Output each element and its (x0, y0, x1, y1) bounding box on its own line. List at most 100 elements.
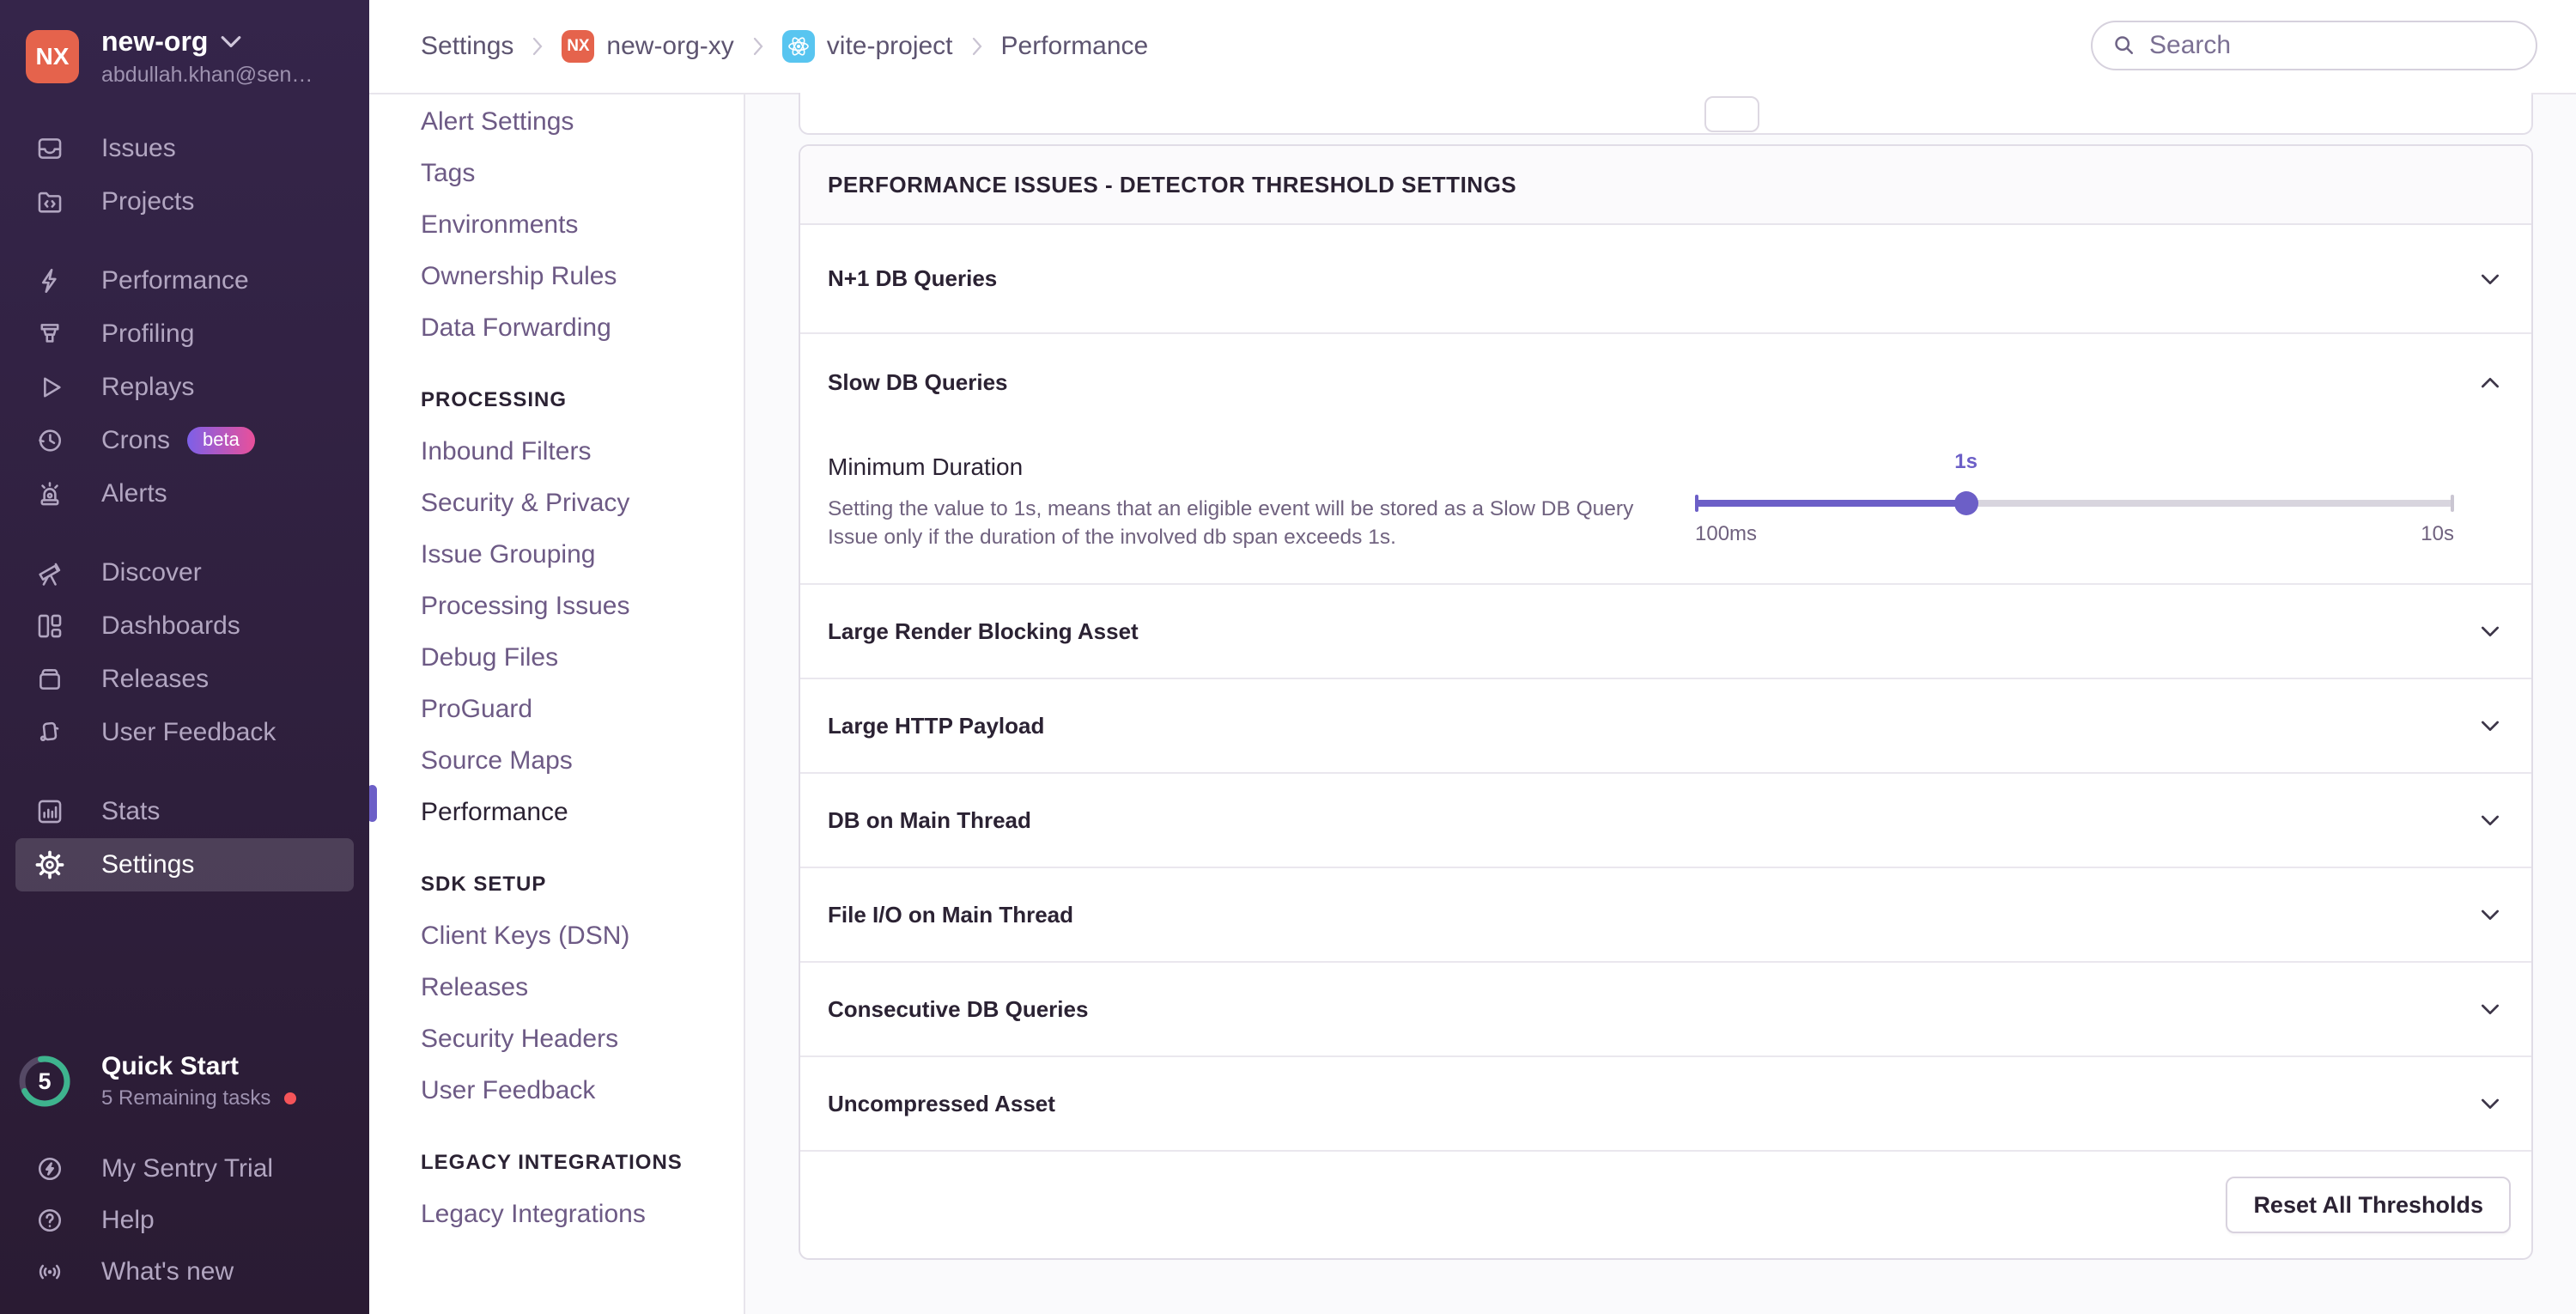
accordion-row-consecutive-db-queries[interactable]: Consecutive DB Queries (800, 961, 2531, 1055)
chevron-down-icon[interactable] (2476, 901, 2504, 928)
accordion-row-large-http-payload[interactable]: Large HTTP Payload (800, 678, 2531, 772)
sidebar-item-performance[interactable]: Performance (0, 254, 369, 307)
panel-title: PERFORMANCE ISSUES - DETECTOR THRESHOLD … (800, 146, 2531, 225)
sidebar-item-settings[interactable]: Settings (15, 838, 354, 891)
breadcrumb-org[interactable]: NX new-org-xy (562, 30, 734, 63)
slider-handle[interactable] (1953, 491, 1978, 515)
sidebar-item-releases[interactable]: Releases (0, 653, 369, 706)
slider-fill (1695, 500, 1966, 507)
subnav-item-releases[interactable]: Releases (421, 973, 529, 1001)
gear-icon (34, 849, 65, 880)
slider-track[interactable] (1695, 491, 2454, 515)
subnav-item-ownership-rules[interactable]: Ownership Rules (421, 262, 617, 290)
slider-max-label: 10s (2421, 522, 2454, 545)
sidebar-item-help[interactable]: Help (0, 1195, 369, 1246)
profiling-icon (34, 319, 65, 350)
chevron-down-icon[interactable] (2476, 265, 2504, 293)
subnav-item-processing-issues[interactable]: Processing Issues (421, 592, 630, 620)
chevron-down-icon[interactable] (2476, 995, 2504, 1023)
top-bar: Settings NX new-org-xy (369, 0, 2576, 93)
stats-icon (34, 796, 65, 827)
feedback-icon (34, 717, 65, 748)
minimum-duration-description: Setting the value to 1s, means that an e… (828, 497, 1634, 549)
sidebar-item-label: Dashboards (101, 611, 240, 640)
sidebar-item-profiling[interactable]: Profiling (0, 307, 369, 361)
react-logo-icon (781, 30, 815, 63)
search-input[interactable] (2149, 31, 2517, 60)
subnav-item-legacy-integrations[interactable]: Legacy Integrations (421, 1200, 646, 1228)
subnav-item-issue-grouping[interactable]: Issue Grouping (421, 540, 596, 569)
sidebar-item-alerts[interactable]: Alerts (0, 467, 369, 520)
accordion-row-n1-db-queries[interactable]: N+1 DB Queries (800, 225, 2531, 332)
subnav-item-alert-settings[interactable]: Alert Settings (421, 107, 574, 136)
sidebar-item-dashboards[interactable]: Dashboards (0, 599, 369, 653)
primary-sidebar: NX new-org abdullah.khan@sen… Issues (0, 0, 369, 1314)
row-label: DB on Main Thread (828, 806, 1031, 833)
breadcrumb-project[interactable]: vite-project (781, 30, 953, 63)
global-search[interactable] (2091, 21, 2537, 70)
reset-all-thresholds-button[interactable]: Reset All Thresholds (2226, 1177, 2511, 1233)
sidebar-item-label: Issues (101, 134, 176, 162)
trial-bolt-icon (34, 1153, 65, 1184)
slider-min-tick (1695, 495, 1698, 512)
subnav-item-security-privacy[interactable]: Security & Privacy (421, 489, 630, 517)
subnav-item-inbound-filters[interactable]: Inbound Filters (421, 437, 592, 465)
org-badge: NX (562, 30, 595, 63)
row-label: Consecutive DB Queries (828, 995, 1089, 1022)
sidebar-item-user-feedback[interactable]: User Feedback (0, 706, 369, 759)
sidebar-item-projects[interactable]: Projects (0, 175, 369, 228)
chevron-down-icon[interactable] (2476, 712, 2504, 739)
slow-db-queries-header[interactable]: Slow DB Queries (800, 334, 2531, 431)
subnav-item-performance[interactable]: Performance (421, 798, 568, 826)
subnav-header-processing: PROCESSING (421, 388, 568, 411)
beta-badge: beta (187, 427, 255, 454)
subnav-header-sdk-setup: SDK SETUP (421, 873, 547, 896)
partial-control[interactable] (1704, 96, 1759, 132)
active-nav-indicator (368, 785, 377, 822)
row-label: Large HTTP Payload (828, 712, 1045, 739)
sidebar-item-issues[interactable]: Issues (0, 122, 369, 175)
chevron-right-icon (531, 35, 544, 58)
subnav-item-data-forwarding[interactable]: Data Forwarding (421, 313, 611, 342)
sidebar-item-whats-new[interactable]: What's new (0, 1246, 369, 1298)
chevron-down-icon[interactable] (2476, 617, 2504, 645)
accordion-row-file-io-on-main-thread[interactable]: File I/O on Main Thread (800, 867, 2531, 961)
sidebar-item-my-sentry-trial[interactable]: My Sentry Trial (0, 1143, 369, 1195)
sidebar-item-crons[interactable]: Crons beta (0, 414, 369, 467)
minimum-duration-label: Minimum Duration (828, 453, 1024, 480)
breadcrumb-performance[interactable]: Performance (1000, 32, 1149, 60)
telescope-icon (34, 557, 65, 588)
sidebar-item-label: Alerts (101, 479, 167, 508)
subnav-item-security-headers[interactable]: Security Headers (421, 1025, 619, 1053)
projects-icon (34, 186, 65, 217)
chevron-down-icon[interactable] (2476, 1090, 2504, 1117)
chevron-down-icon[interactable] (2476, 806, 2504, 834)
accordion-row-uncompressed-asset[interactable]: Uncompressed Asset (800, 1055, 2531, 1150)
quick-start-widget[interactable]: 5 Quick Start 5 Remaining tasks (0, 1052, 369, 1110)
threshold-settings-panel: PERFORMANCE ISSUES - DETECTOR THRESHOLD … (799, 144, 2533, 1260)
subnav-item-source-maps[interactable]: Source Maps (421, 746, 573, 775)
breadcrumb-project-label: vite-project (826, 32, 953, 60)
breadcrumb-settings[interactable]: Settings (421, 32, 514, 60)
subnav-item-client-keys[interactable]: Client Keys (DSN) (421, 922, 630, 950)
org-switcher[interactable]: NX new-org abdullah.khan@sen… (0, 0, 369, 88)
row-label: Uncompressed Asset (828, 1090, 1055, 1116)
subnav-item-user-feedback[interactable]: User Feedback (421, 1076, 596, 1104)
chevron-up-icon[interactable] (2476, 369, 2504, 397)
accordion-row-large-render-blocking-asset[interactable]: Large Render Blocking Asset (800, 583, 2531, 678)
accordion-row-db-on-main-thread[interactable]: DB on Main Thread (800, 772, 2531, 867)
org-avatar: NX (26, 30, 79, 83)
sidebar-item-discover[interactable]: Discover (0, 546, 369, 599)
sidebar-item-label: What's new (101, 1257, 234, 1286)
sidebar-item-label: Profiling (101, 319, 195, 348)
sidebar-item-replays[interactable]: Replays (0, 361, 369, 414)
subnav-item-tags[interactable]: Tags (421, 159, 476, 187)
sidebar-item-label: Settings (101, 850, 195, 879)
subnav-item-proguard[interactable]: ProGuard (421, 695, 533, 723)
subnav-item-environments[interactable]: Environments (421, 210, 579, 239)
sidebar-item-stats[interactable]: Stats (0, 785, 369, 838)
nav-divider (0, 520, 369, 546)
subnav-item-debug-files[interactable]: Debug Files (421, 643, 559, 672)
duration-slider[interactable]: 1s 100ms 10s (1695, 431, 2454, 583)
